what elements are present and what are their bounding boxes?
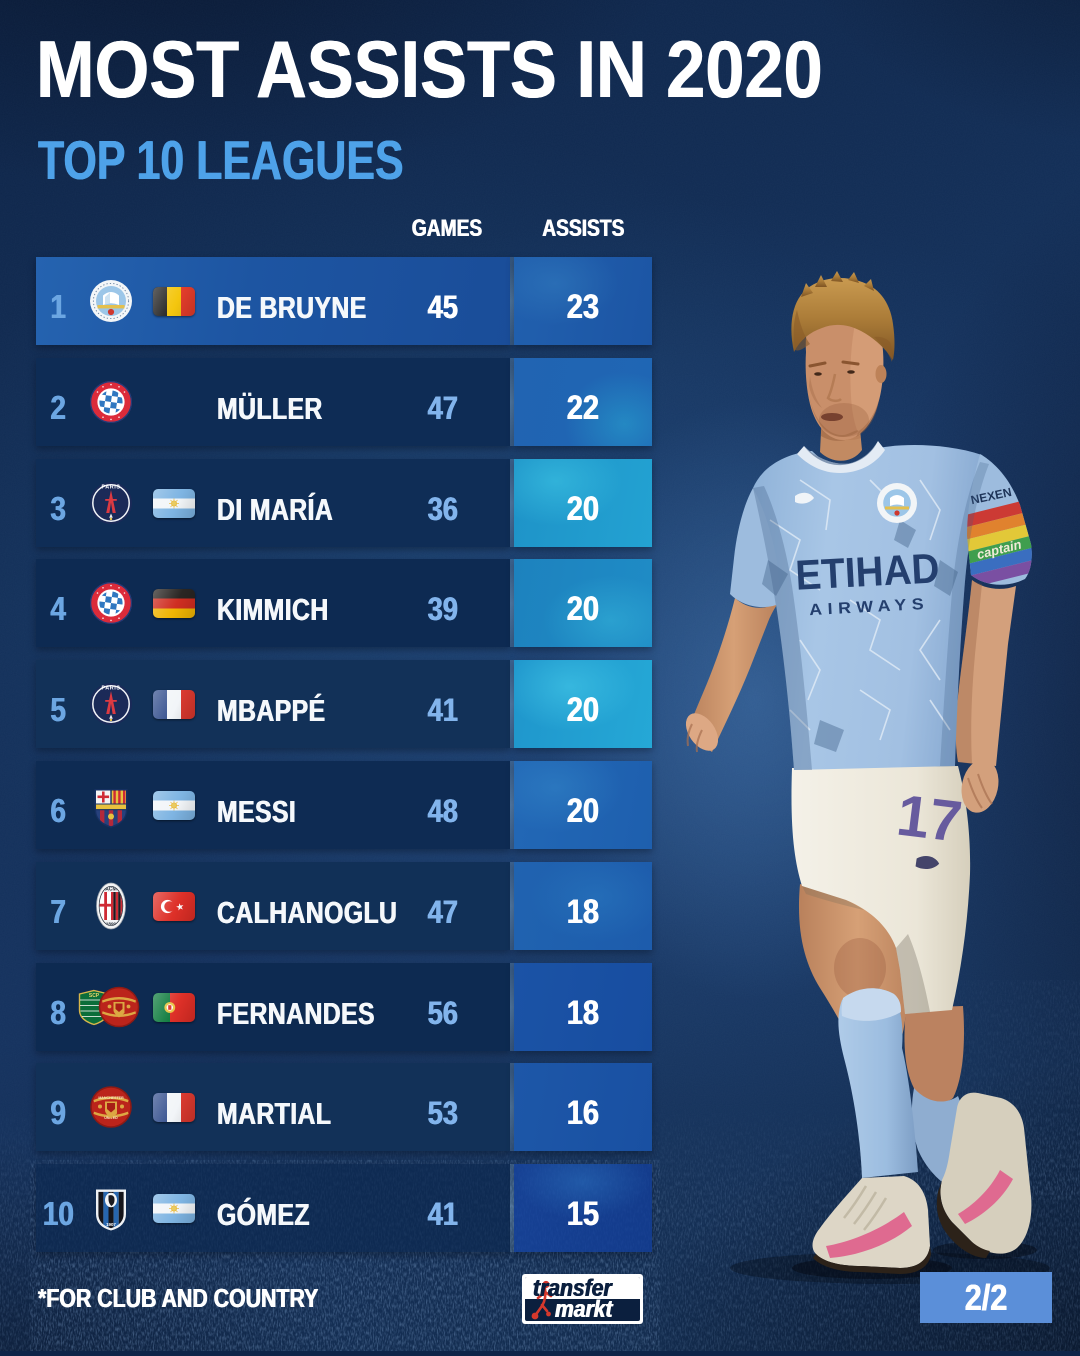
- svg-text:SCP: SCP: [89, 993, 100, 999]
- svg-text:1907: 1907: [106, 1222, 116, 1227]
- svg-text:ACM: ACM: [105, 887, 116, 893]
- svg-text:PARIS: PARIS: [101, 485, 120, 491]
- svg-text:PARIS: PARIS: [101, 686, 120, 692]
- svg-text:MANCHESTER: MANCHESTER: [98, 1096, 124, 1100]
- svg-text:ETIHAD: ETIHAD: [794, 544, 940, 598]
- svg-text:1899: 1899: [106, 922, 117, 927]
- svg-text:AIRWAYS: AIRWAYS: [809, 596, 930, 619]
- svg-text:17: 17: [893, 782, 965, 854]
